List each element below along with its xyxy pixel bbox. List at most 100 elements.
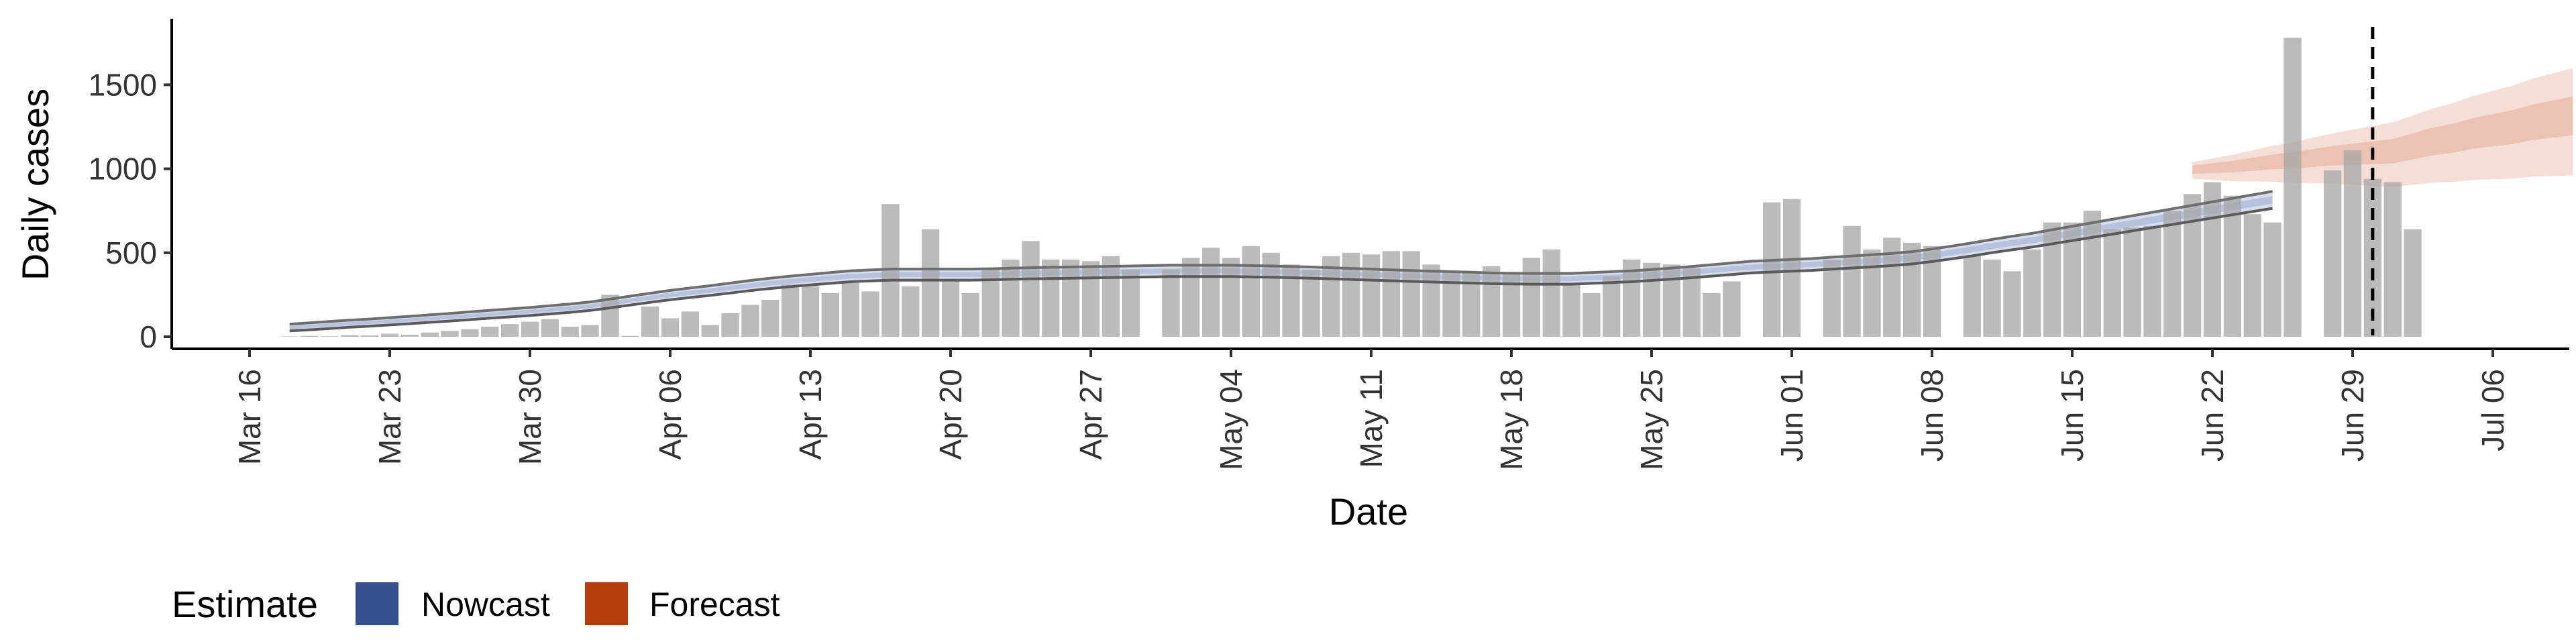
y-tick-label: 500 (105, 235, 157, 270)
x-tick-label: Jun 08 (1915, 369, 1949, 462)
bar (2223, 195, 2241, 337)
x-tick-label: Jun 22 (2195, 369, 2230, 462)
bar (2243, 214, 2261, 337)
bar (1242, 246, 1260, 337)
legend-swatch-forecast (585, 582, 628, 625)
bar (701, 325, 719, 337)
bar (2083, 211, 2101, 337)
bar (2123, 227, 2141, 337)
x-tick-label: Jul 06 (2475, 369, 2510, 451)
bar (761, 299, 780, 337)
bar (341, 335, 359, 337)
bar (1562, 282, 1580, 337)
daily-case-bars (280, 38, 2422, 337)
bar (1202, 248, 1220, 337)
bar (2404, 229, 2422, 337)
nowcast-upper-line (289, 190, 2273, 326)
x-tick-label: May 11 (1354, 369, 1389, 468)
bar (1483, 266, 1501, 337)
bar (421, 332, 439, 337)
bar (2023, 249, 2041, 337)
bar (1362, 254, 1381, 337)
bar (861, 291, 879, 337)
x-tick-label: Apr 06 (653, 369, 688, 460)
bar (661, 318, 680, 337)
axes: 0 500 1000 1500 Mar 16 Mar 23 Mar 30 Apr 06 Apr … (89, 19, 2569, 470)
bar (1182, 258, 1200, 337)
y-tick-label: 1000 (89, 152, 157, 186)
bar (721, 313, 739, 337)
bar (400, 335, 419, 337)
x-tick-label: Apr 27 (1073, 369, 1108, 460)
bar (581, 325, 599, 337)
bar (1081, 261, 1100, 337)
legend: Estimate Nowcast Forecast (172, 582, 780, 625)
bar (521, 321, 539, 337)
bar (2003, 271, 2021, 337)
bar (1042, 259, 1060, 337)
bar (1322, 256, 1340, 337)
bar (922, 229, 940, 337)
bar (301, 335, 319, 337)
bar (1022, 241, 1040, 337)
legend-label-nowcast: Nowcast (421, 586, 550, 623)
bar (1382, 251, 1400, 337)
bar (1863, 249, 1881, 337)
bar (481, 327, 499, 337)
bar (2343, 150, 2362, 337)
bar (601, 294, 619, 337)
bar (1662, 264, 1680, 337)
bar (1422, 264, 1440, 337)
x-tick-label: Jun 29 (2335, 369, 2370, 462)
y-tick-label: 1500 (89, 67, 157, 102)
y-tick-label: 0 (140, 319, 157, 354)
bar (1522, 258, 1540, 337)
x-tick-label: Mar 30 (513, 369, 547, 465)
x-tick-label: May 18 (1494, 369, 1529, 470)
bar (1402, 251, 1420, 337)
bar (1162, 269, 1180, 337)
bar (2383, 182, 2402, 337)
bar (2263, 222, 2282, 337)
bar (1222, 258, 1240, 337)
x-tick-label: Mar 16 (232, 369, 267, 465)
bar (2184, 194, 2202, 337)
bar (1843, 225, 1861, 337)
x-tick-label: Apr 20 (933, 369, 968, 460)
x-axis-title: Date (1329, 490, 1408, 533)
bar (841, 282, 859, 337)
bar (1823, 259, 1841, 337)
legend-title: Estimate (172, 583, 318, 625)
bar (801, 286, 820, 337)
bar (1062, 259, 1080, 337)
bar (321, 336, 339, 337)
x-tick-label: Jun 15 (2055, 369, 2090, 462)
bar (641, 306, 659, 337)
bar (681, 311, 699, 337)
bar (1002, 259, 1020, 337)
bar (2143, 225, 2161, 337)
bar (1342, 252, 1360, 337)
bar (2284, 38, 2302, 337)
bar (782, 284, 800, 337)
bar (621, 335, 639, 337)
legend-label-forecast: Forecast (649, 586, 780, 623)
x-tick-label: Mar 23 (372, 369, 407, 465)
legend-swatch-nowcast (356, 582, 398, 625)
bar (1903, 242, 1921, 337)
bar (1542, 249, 1560, 337)
bar (941, 279, 960, 337)
bar (1782, 199, 1801, 337)
bar (1642, 262, 1661, 337)
x-tick-label: May 25 (1634, 369, 1669, 470)
x-tick-label: Apr 13 (793, 369, 828, 460)
bar (1122, 269, 1140, 337)
nowcast-lower-line (289, 207, 2273, 333)
bar (902, 286, 920, 337)
bar (2043, 222, 2061, 337)
estimate-lines (289, 190, 2273, 333)
bar (1502, 272, 1521, 337)
bar (2324, 170, 2342, 337)
bar (1763, 202, 1781, 337)
